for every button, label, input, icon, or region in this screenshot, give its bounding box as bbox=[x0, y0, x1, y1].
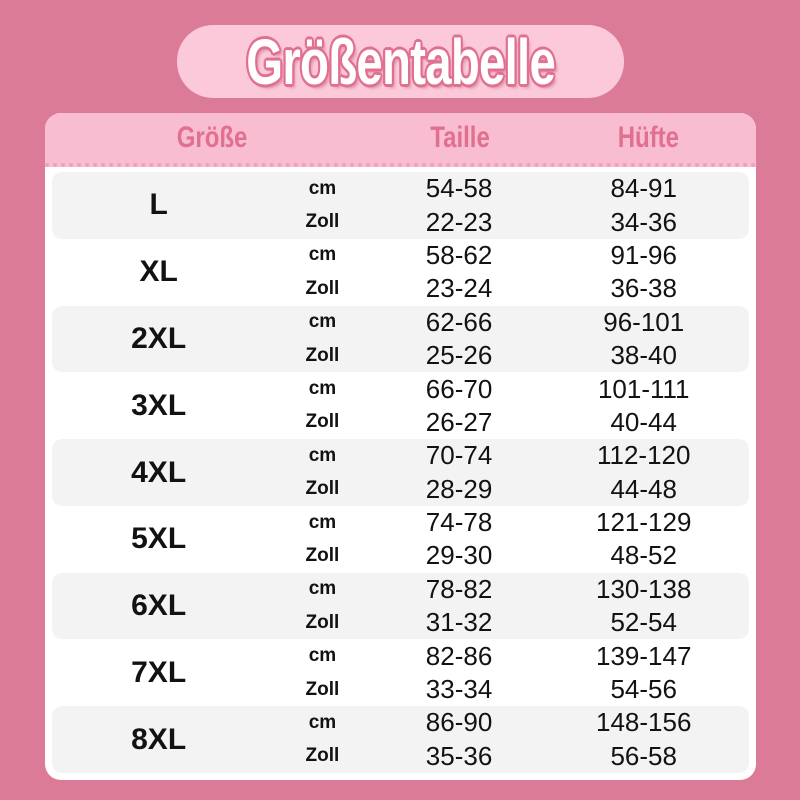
waist-zoll-value: 22-23 bbox=[425, 206, 493, 237]
size-label: L bbox=[149, 188, 168, 222]
unit-label-cm: cm bbox=[308, 244, 337, 266]
hip-cm-value: 121-129 bbox=[596, 507, 692, 538]
waist-zoll-value: 35-36 bbox=[425, 740, 493, 771]
hip-zoll-value: 40-44 bbox=[610, 406, 677, 437]
waist-zoll-value: 23-24 bbox=[425, 273, 493, 304]
size-row: 5XL cm 74-78 121-129 Zoll 29-30 48-52 bbox=[52, 505, 749, 573]
size-label: XL bbox=[139, 255, 178, 289]
size-label: 6XL bbox=[131, 589, 187, 623]
unit-label-cm: cm bbox=[308, 645, 337, 667]
waist-zoll-value: 33-34 bbox=[425, 674, 493, 705]
column-header-size: Größe bbox=[176, 121, 248, 154]
hip-cm-value: 96-101 bbox=[603, 306, 685, 337]
column-header-waist: Taille bbox=[430, 121, 490, 154]
waist-zoll-value: 25-26 bbox=[425, 340, 493, 371]
hip-zoll-value: 52-54 bbox=[610, 607, 677, 638]
size-row: 7XL cm 82-86 139-147 Zoll 33-34 54-56 bbox=[52, 639, 749, 707]
unit-label-cm: cm bbox=[308, 711, 337, 733]
title-banner: Größentabelle bbox=[177, 25, 624, 98]
unit-label-zoll: Zoll bbox=[305, 745, 340, 767]
hip-zoll-value: 38-40 bbox=[610, 340, 677, 371]
waist-zoll-value: 26-27 bbox=[425, 406, 493, 437]
table-header: Größe Taille Hüfte bbox=[45, 113, 756, 167]
hip-cm-value: 139-147 bbox=[596, 640, 692, 671]
waist-zoll-value: 31-32 bbox=[425, 607, 493, 638]
unit-label-zoll: Zoll bbox=[305, 478, 340, 500]
hip-zoll-value: 54-56 bbox=[610, 674, 677, 705]
hip-zoll-value: 34-36 bbox=[610, 206, 677, 237]
waist-zoll-value: 28-29 bbox=[425, 473, 493, 504]
size-label: 5XL bbox=[131, 522, 187, 556]
size-label: 7XL bbox=[131, 655, 187, 689]
size-label: 8XL bbox=[131, 722, 187, 756]
hip-cm-value: 84-91 bbox=[610, 173, 677, 204]
waist-cm-value: 82-86 bbox=[425, 640, 493, 671]
hip-cm-value: 101-111 bbox=[597, 373, 690, 404]
unit-label-zoll: Zoll bbox=[305, 678, 340, 700]
column-header-hip: Hüfte bbox=[617, 121, 680, 154]
size-label: 4XL bbox=[131, 455, 187, 489]
hip-zoll-value: 36-38 bbox=[610, 273, 677, 304]
unit-label-zoll: Zoll bbox=[305, 277, 340, 299]
waist-cm-value: 66-70 bbox=[425, 373, 493, 404]
page-title: Größentabelle bbox=[246, 25, 556, 98]
unit-label-cm: cm bbox=[308, 578, 337, 600]
unit-label-zoll: Zoll bbox=[305, 544, 340, 566]
unit-label-zoll: Zoll bbox=[305, 211, 340, 233]
size-label: 3XL bbox=[131, 388, 187, 422]
unit-label-zoll: Zoll bbox=[305, 344, 340, 366]
waist-cm-value: 54-58 bbox=[425, 173, 493, 204]
size-row: 2XL cm 62-66 96-101 Zoll 25-26 38-40 bbox=[52, 305, 749, 373]
waist-cm-value: 70-74 bbox=[425, 440, 493, 471]
hip-cm-value: 91-96 bbox=[610, 239, 677, 270]
unit-label-cm: cm bbox=[308, 444, 337, 466]
unit-label-zoll: Zoll bbox=[305, 611, 340, 633]
size-row: 3XL cm 66-70 101-111 Zoll 26-27 40-44 bbox=[52, 372, 749, 440]
waist-cm-value: 86-90 bbox=[425, 707, 493, 738]
hip-cm-value: 148-156 bbox=[596, 707, 692, 738]
size-row: XL cm 58-62 91-96 Zoll 23-24 36-38 bbox=[52, 238, 749, 306]
waist-cm-value: 78-82 bbox=[425, 573, 493, 604]
unit-label-cm: cm bbox=[308, 511, 337, 533]
unit-label-cm: cm bbox=[308, 378, 337, 400]
size-row: 4XL cm 70-74 112-120 Zoll 28-29 44-48 bbox=[52, 439, 749, 506]
hip-zoll-value: 44-48 bbox=[610, 473, 677, 504]
waist-cm-value: 74-78 bbox=[425, 507, 493, 538]
waist-zoll-value: 29-30 bbox=[425, 540, 493, 571]
size-row: 6XL cm 78-82 130-138 Zoll 31-32 52-54 bbox=[52, 572, 749, 640]
unit-label-cm: cm bbox=[308, 311, 337, 333]
unit-label-zoll: Zoll bbox=[305, 411, 340, 433]
hip-zoll-value: 48-52 bbox=[610, 540, 677, 571]
unit-label-cm: cm bbox=[308, 177, 337, 199]
hip-cm-value: 130-138 bbox=[596, 573, 692, 604]
hip-zoll-value: 56-58 bbox=[610, 740, 677, 771]
hip-cm-value: 112-120 bbox=[596, 440, 691, 471]
waist-cm-value: 58-62 bbox=[425, 239, 493, 270]
waist-cm-value: 62-66 bbox=[425, 306, 493, 337]
size-row: 8XL cm 86-90 148-156 Zoll 35-36 56-58 bbox=[52, 706, 749, 774]
size-label: 2XL bbox=[131, 321, 187, 355]
